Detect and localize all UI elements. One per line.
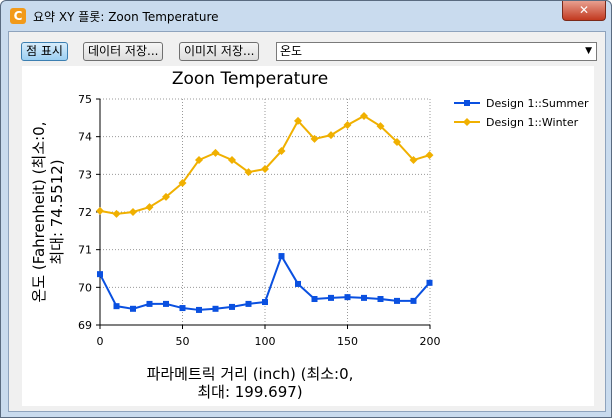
data-point <box>360 111 368 120</box>
x-tick-label: 200 <box>420 335 441 348</box>
data-point <box>463 118 471 126</box>
save-data-button[interactable]: 데이터 저장... <box>83 42 164 61</box>
data-point <box>145 203 154 212</box>
window-title: 요약 XY 플롯: Zoon Temperature <box>33 10 219 24</box>
data-point <box>294 116 302 125</box>
data-point <box>277 146 286 155</box>
y-axis-label-group: 온도 (Fahrenheit) (최소:0, 최대: 74.5512) <box>30 122 66 303</box>
y-axis-label: 온도 (Fahrenheit) (최소:0, <box>30 122 48 303</box>
dropdown-arrow: ▼ <box>585 46 592 56</box>
y-tick-label: 73 <box>78 168 92 181</box>
x-tick-label: 0 <box>97 335 104 348</box>
data-point <box>244 168 253 177</box>
data-point <box>163 300 169 307</box>
data-point <box>295 280 301 287</box>
close-button[interactable]: ✕ <box>562 1 606 21</box>
data-point <box>245 300 252 307</box>
legend-label: Design 1::Summer <box>486 97 589 110</box>
y-tick-label: 69 <box>78 319 92 332</box>
chart-background <box>22 66 594 406</box>
y-axis-label: 최대: 74.5512) <box>48 159 66 264</box>
data-point <box>425 151 434 160</box>
save-image-button[interactable]: 이미지 저장... <box>179 42 260 61</box>
data-point <box>112 209 121 218</box>
x-tick-label: 150 <box>337 335 358 348</box>
quantity-dropdown[interactable]: 온도 ▼ <box>276 42 597 61</box>
data-point <box>410 297 417 304</box>
x-axis-label: 최대: 199.697) <box>197 383 302 401</box>
data-point <box>211 148 220 157</box>
data-point <box>393 137 401 146</box>
toggle-points-button[interactable]: 점 표시 <box>21 42 68 61</box>
data-point <box>113 303 120 310</box>
y-tick-label: 75 <box>78 93 92 106</box>
data-point <box>196 306 202 313</box>
data-point <box>97 271 103 278</box>
data-point <box>344 294 351 301</box>
data-point <box>179 305 186 312</box>
data-point <box>343 120 352 129</box>
y-tick-label: 71 <box>78 244 92 257</box>
data-point <box>129 208 137 216</box>
chart: Zoon Temperature 69 70 71 72 73 74 75 0 50 100 150 2… <box>22 66 594 406</box>
data-point <box>327 131 335 140</box>
x-tick-label: 100 <box>255 335 276 348</box>
x-tick-label: 50 <box>176 335 190 348</box>
data-point <box>278 253 285 260</box>
y-tick-label: 72 <box>78 206 92 219</box>
data-point <box>377 296 384 303</box>
data-point <box>426 279 433 286</box>
legend-label: Design 1::Winter <box>486 116 579 129</box>
data-point <box>311 296 318 303</box>
data-point <box>130 305 136 312</box>
x-axis-label: 파라메트릭 거리 (inch) (최소:0, <box>147 365 354 383</box>
dropdown-value: 온도 <box>280 44 303 58</box>
app-icon: C <box>10 8 26 24</box>
data-point <box>310 134 319 143</box>
data-point <box>361 294 367 301</box>
data-point <box>195 156 203 165</box>
data-point <box>96 206 104 215</box>
data-point <box>229 303 235 310</box>
y-tick-label: 74 <box>78 131 92 144</box>
data-point <box>146 300 153 307</box>
data-point <box>409 156 418 165</box>
data-point <box>464 100 470 106</box>
data-point <box>262 299 268 306</box>
title-bar: C 요약 XY 플롯: Zoon Temperature ✕ <box>1 1 611 31</box>
data-point <box>178 178 187 187</box>
y-tick-label: 70 <box>78 281 92 294</box>
data-point <box>376 122 385 131</box>
data-point <box>261 165 269 174</box>
data-point <box>228 156 236 165</box>
data-point <box>328 294 334 301</box>
data-point <box>162 192 170 201</box>
client-area: 점 표시 데이터 저장... 이미지 저장... 온도 ▼ Zoon Temper… <box>8 31 606 412</box>
data-point <box>212 305 219 312</box>
chart-title: Zoon Temperature <box>172 69 328 89</box>
data-point <box>394 297 400 304</box>
